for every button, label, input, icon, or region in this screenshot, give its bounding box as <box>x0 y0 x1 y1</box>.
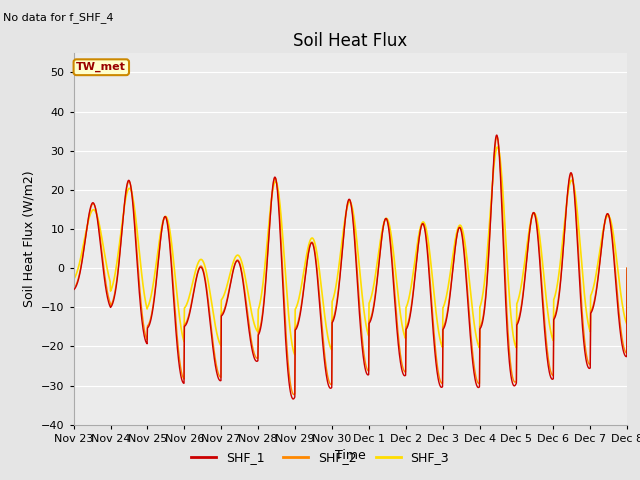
Text: No data for f_SHF_4: No data for f_SHF_4 <box>3 12 114 23</box>
X-axis label: Time: Time <box>335 449 366 462</box>
Legend: SHF_1, SHF_2, SHF_3: SHF_1, SHF_2, SHF_3 <box>186 446 454 469</box>
Y-axis label: Soil Heat Flux (W/m2): Soil Heat Flux (W/m2) <box>22 170 35 307</box>
Text: TW_met: TW_met <box>76 62 126 72</box>
Title: Soil Heat Flux: Soil Heat Flux <box>293 32 408 50</box>
